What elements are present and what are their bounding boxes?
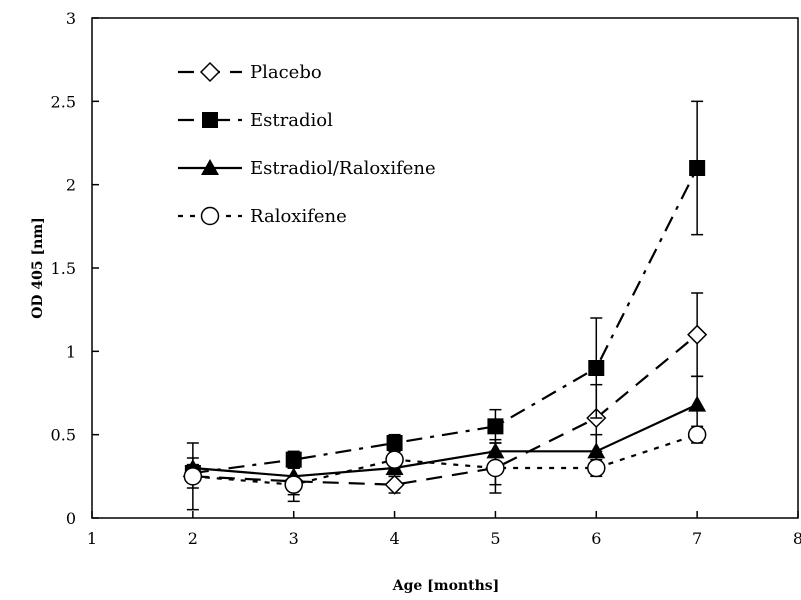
x-axis: 1 2 3 4 5 6 7 8 bbox=[87, 511, 801, 548]
data-point-2-4 bbox=[587, 442, 606, 459]
data-point-2-5 bbox=[688, 395, 707, 412]
y-tick-label-2: 1 bbox=[66, 342, 76, 361]
y-tick-label-3: 1.5 bbox=[51, 259, 76, 278]
y-tick-label-1: 0.5 bbox=[51, 426, 76, 445]
series-layer bbox=[182, 100, 708, 511]
x-tick-label-0: 1 bbox=[87, 529, 97, 548]
legend-marker-1 bbox=[202, 112, 218, 128]
y-axis-title: OD 405 [nm] bbox=[30, 217, 46, 319]
y-tick-label-4: 2 bbox=[66, 176, 76, 195]
x-axis-title: Age [months] bbox=[392, 578, 500, 594]
series-line-2 bbox=[192, 403, 698, 478]
x-tick-label-4: 5 bbox=[490, 529, 500, 548]
x-tick-label-7: 8 bbox=[793, 529, 801, 548]
x-tick-label-3: 4 bbox=[389, 529, 399, 548]
legend-label-2: Estradiol/Raloxifene bbox=[250, 158, 436, 179]
series-3 bbox=[183, 425, 707, 511]
x-tick-label-2: 3 bbox=[289, 529, 299, 548]
legend-item-3: Raloxifene bbox=[178, 206, 347, 227]
data-point-1-5 bbox=[689, 160, 706, 176]
y-tick-label-5: 2.5 bbox=[51, 92, 76, 111]
series-line-3 bbox=[192, 433, 698, 486]
data-point-1-3 bbox=[487, 418, 504, 435]
series-line-0 bbox=[192, 333, 698, 486]
x-tick-label-6: 7 bbox=[692, 529, 702, 548]
x-tick-label-5: 6 bbox=[591, 529, 601, 548]
data-point-1-2 bbox=[386, 435, 403, 451]
data-point-3-1 bbox=[284, 475, 303, 494]
x-tick-label-1: 2 bbox=[188, 529, 198, 548]
data-point-3-5 bbox=[687, 425, 707, 444]
legend: Placebo Estradiol Estradiol/Raloxifene Ralo… bbox=[178, 61, 436, 227]
legend-marker-2 bbox=[201, 159, 219, 175]
data-point-3-4 bbox=[587, 458, 606, 478]
y-axis: 0 0.5 1 1.5 2 2.5 3 bbox=[51, 9, 99, 528]
legend-label-1: Estradiol bbox=[250, 110, 333, 131]
data-point-1-4 bbox=[588, 360, 605, 376]
data-point-0-2 bbox=[384, 474, 405, 495]
y-tick-label-6: 3 bbox=[66, 9, 76, 28]
series-line-1 bbox=[192, 167, 699, 475]
y-tick-label-0: 0 bbox=[66, 509, 76, 528]
data-point-3-3 bbox=[486, 458, 505, 478]
data-point-3-0 bbox=[183, 467, 203, 486]
legend-label-3: Raloxifene bbox=[250, 206, 347, 227]
legend-marker-3 bbox=[200, 206, 220, 226]
legend-marker-0 bbox=[199, 61, 221, 83]
data-point-3-2 bbox=[385, 450, 404, 469]
data-point-1-1 bbox=[285, 451, 302, 468]
legend-item-0: Placebo bbox=[178, 61, 322, 83]
legend-item-2: Estradiol/Raloxifene bbox=[178, 158, 436, 179]
data-point-0-5 bbox=[687, 324, 708, 345]
legend-label-0: Placebo bbox=[250, 62, 322, 83]
legend-item-1: Estradiol bbox=[178, 110, 333, 131]
